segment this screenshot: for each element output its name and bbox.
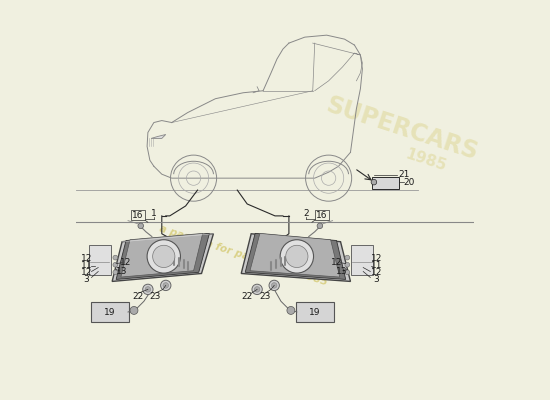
Text: 12: 12 — [371, 268, 382, 277]
Circle shape — [113, 255, 118, 260]
Text: 13: 13 — [336, 267, 348, 276]
Circle shape — [272, 283, 277, 288]
Text: 16: 16 — [132, 210, 144, 220]
Text: 12: 12 — [81, 254, 92, 263]
Circle shape — [371, 179, 377, 185]
Polygon shape — [121, 233, 203, 277]
Circle shape — [130, 306, 138, 314]
Text: 20: 20 — [404, 178, 415, 187]
Circle shape — [280, 240, 313, 273]
Text: 12: 12 — [81, 268, 92, 277]
FancyBboxPatch shape — [315, 210, 329, 220]
Polygon shape — [245, 233, 346, 280]
Circle shape — [113, 270, 118, 275]
Circle shape — [287, 306, 295, 314]
Circle shape — [161, 280, 171, 290]
Text: 13: 13 — [116, 267, 128, 276]
Text: 19: 19 — [104, 308, 116, 316]
Circle shape — [286, 245, 308, 268]
Text: 16: 16 — [316, 210, 328, 220]
Polygon shape — [151, 134, 166, 138]
Text: 3: 3 — [84, 275, 89, 284]
Text: SUPERCARS: SUPERCARS — [323, 92, 481, 164]
Text: 12: 12 — [371, 254, 382, 263]
FancyBboxPatch shape — [351, 245, 373, 275]
Text: 12: 12 — [331, 258, 342, 267]
FancyBboxPatch shape — [131, 210, 145, 220]
FancyBboxPatch shape — [296, 302, 334, 322]
Text: 23: 23 — [260, 292, 271, 301]
Text: 12: 12 — [120, 258, 132, 267]
FancyBboxPatch shape — [372, 176, 399, 189]
Circle shape — [252, 284, 262, 294]
Circle shape — [345, 270, 350, 275]
Circle shape — [113, 262, 118, 267]
Text: 22: 22 — [133, 292, 144, 301]
Text: 1985: 1985 — [404, 146, 448, 174]
Circle shape — [269, 280, 279, 290]
Text: 11: 11 — [371, 261, 382, 270]
Circle shape — [345, 255, 350, 260]
Circle shape — [163, 283, 168, 288]
Polygon shape — [241, 234, 350, 282]
Text: 21: 21 — [398, 170, 410, 180]
Polygon shape — [116, 233, 210, 280]
Circle shape — [153, 245, 175, 268]
Circle shape — [145, 286, 151, 292]
Circle shape — [147, 240, 180, 273]
Circle shape — [254, 286, 260, 292]
Text: 11: 11 — [80, 261, 92, 270]
Polygon shape — [250, 233, 340, 277]
Text: 22: 22 — [241, 292, 253, 301]
Text: 2: 2 — [303, 209, 309, 218]
FancyBboxPatch shape — [91, 302, 129, 322]
Text: 1: 1 — [151, 209, 157, 218]
Circle shape — [138, 223, 144, 228]
Circle shape — [317, 223, 323, 228]
Text: 23: 23 — [150, 292, 161, 301]
Polygon shape — [112, 234, 213, 282]
FancyBboxPatch shape — [89, 245, 111, 275]
Circle shape — [345, 262, 350, 267]
Text: a passion for parts since 1985: a passion for parts since 1985 — [158, 224, 328, 288]
Text: 19: 19 — [309, 308, 321, 316]
Circle shape — [143, 284, 153, 294]
Text: 3: 3 — [373, 275, 379, 284]
